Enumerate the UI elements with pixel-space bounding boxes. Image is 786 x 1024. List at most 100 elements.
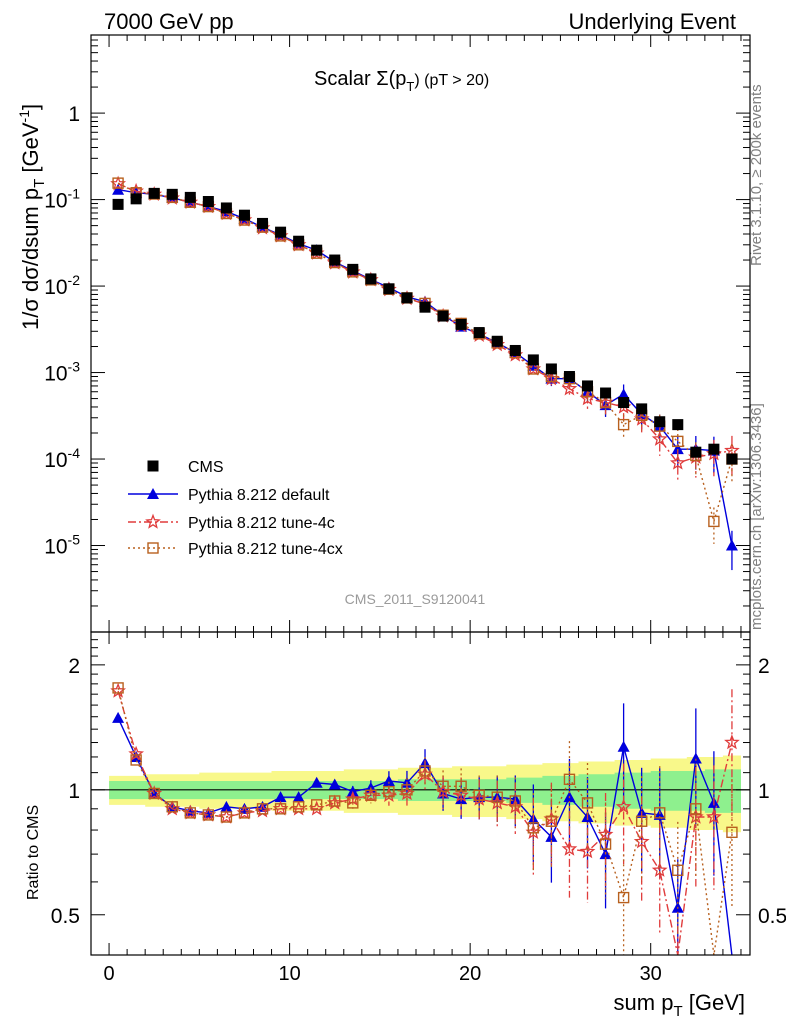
ratio-point-tune4cx: [437, 780, 449, 792]
ratio-y-tick-label-right: 0.5: [758, 905, 786, 928]
x-tick-label: 10: [278, 963, 300, 985]
main-point-cms: [202, 196, 214, 208]
ratio-point-tune4c: [453, 787, 469, 803]
ratio-point-tune4c: [561, 840, 578, 856]
ratio-point-default: [292, 791, 305, 803]
main-point-tune4c: [669, 454, 686, 470]
ratio-point-tune4cx: [148, 787, 160, 800]
ratio-point-default: [617, 740, 630, 752]
main-point-cms: [383, 283, 395, 295]
ratio-frame: [90, 631, 751, 956]
main-point-cms: [166, 188, 178, 200]
main-point-cms: [654, 416, 666, 428]
ratio-point-default: [310, 776, 323, 788]
ratio-point-default: [689, 752, 702, 764]
main-point-cms: [401, 292, 413, 304]
legend-label: Pythia 8.212 tune-4cx: [188, 541, 343, 558]
ratio-point-tune4cx: [112, 682, 124, 694]
analysis-label: CMS_2011_S9120041: [345, 591, 486, 607]
main-point-cms: [527, 354, 539, 366]
main-point-tune4cx: [617, 418, 630, 431]
main-point-cms: [708, 443, 720, 455]
main-point-cms: [238, 209, 250, 221]
ratio-point-tune4cx: [509, 795, 521, 807]
main-point-cms: [491, 335, 503, 347]
main-point-cms: [130, 193, 142, 205]
main-point-cms: [293, 235, 305, 247]
x-tick-label: 30: [640, 963, 662, 985]
ratio-line-tune4c: [117, 690, 733, 956]
main-point-cms: [636, 403, 648, 415]
ratio-point-tune4cx: [292, 801, 305, 813]
main-point-tune4cx: [672, 435, 684, 448]
ratio-point-tune4cx: [329, 795, 341, 807]
y-tick-label: 10-3: [44, 359, 80, 386]
main-point-cms: [600, 387, 612, 399]
ratio-point-tune4cx: [654, 807, 666, 819]
legend-marker-cms: [147, 460, 159, 472]
ratio-point-default: [112, 711, 125, 723]
ratio-point-tune4cx: [491, 791, 503, 803]
ratio-point-tune4cx: [220, 811, 233, 823]
ratio-point-tune4cx: [383, 785, 395, 798]
main-point-cms: [311, 244, 323, 256]
main-point-cms: [184, 191, 196, 203]
ratio-point-tune4cx: [202, 809, 215, 821]
main-title-text: Scalar Σ(p: [314, 68, 406, 90]
main-point-cms: [365, 273, 377, 285]
ratio-point-default: [328, 778, 341, 790]
x-axis-label: sum pT [GeV]: [614, 990, 745, 1020]
ratio-y-tick-label: 0.5: [51, 905, 80, 928]
legend: CMS Pythia 8.212 default Pythia 8.212 tune…: [128, 459, 343, 558]
ratio-point-default: [220, 800, 233, 812]
y-tick-label: 1: [68, 103, 80, 126]
main-point-tune4cx: [708, 515, 720, 528]
main-point-default: [725, 539, 738, 551]
ratio-point-tune4cx: [581, 797, 594, 809]
y-tick-label: 10-2: [44, 272, 80, 299]
main-point-cms: [473, 327, 485, 339]
legend-marker-tune4cx: [147, 542, 159, 554]
ratio-point-tune4cx: [545, 815, 558, 827]
main-point-cms: [672, 419, 684, 431]
main-point-cms: [545, 363, 557, 375]
main-title-subscript: T: [406, 79, 414, 94]
ratio-point-tune4c: [597, 826, 614, 842]
y-tick-label: 10-5: [44, 532, 80, 559]
ratio-line-tune4cx: [117, 687, 733, 956]
ratio-point-tune4cx: [599, 838, 612, 850]
main-point-cms: [257, 217, 269, 229]
ratio-point-tune4c: [724, 734, 740, 750]
ratio-point-tune4cx: [347, 797, 359, 809]
main-line-tune4c: [117, 183, 733, 464]
main-point-cms: [437, 310, 449, 322]
ratio-point-tune4cx: [617, 891, 630, 904]
ratio-ylabel: Ratio to CMS: [25, 805, 42, 900]
ratio-point-tune4cx: [563, 773, 576, 786]
ratio-y-tick-label: 2: [68, 655, 80, 678]
main-point-cms: [329, 254, 341, 266]
main-point-cms: [275, 226, 287, 238]
main-point-tune4cx: [112, 177, 124, 189]
main-point-cms: [618, 397, 630, 409]
ratio-point-tune4cx: [274, 803, 287, 815]
ratio-point-tune4cx: [238, 807, 251, 819]
ratio-y-tick-label-right: 2: [758, 655, 770, 678]
main-point-default: [617, 388, 630, 400]
legend-marker-tune4c: [145, 513, 161, 529]
y-tick-label: 10-1: [44, 186, 80, 213]
ratio-point-tune4c: [344, 790, 361, 806]
main-title: Scalar Σ(pT) (pT > 20): [314, 68, 489, 94]
ratio-point-tune4c: [706, 808, 722, 824]
ratio-point-tune4cx: [690, 803, 702, 815]
main-point-cms: [563, 371, 575, 383]
legend-marker-default: [147, 488, 159, 499]
main-point-cms: [509, 344, 521, 356]
mcplots-label: mcplots.cern.ch [arXiv:1306.3436]: [748, 403, 765, 630]
legend-label: CMS: [188, 459, 224, 476]
main-point-cms: [582, 380, 594, 392]
main-point-tune4c: [561, 380, 578, 396]
header-left: 7000 GeV pp: [104, 9, 234, 34]
ratio-point-tune4c: [615, 798, 632, 814]
